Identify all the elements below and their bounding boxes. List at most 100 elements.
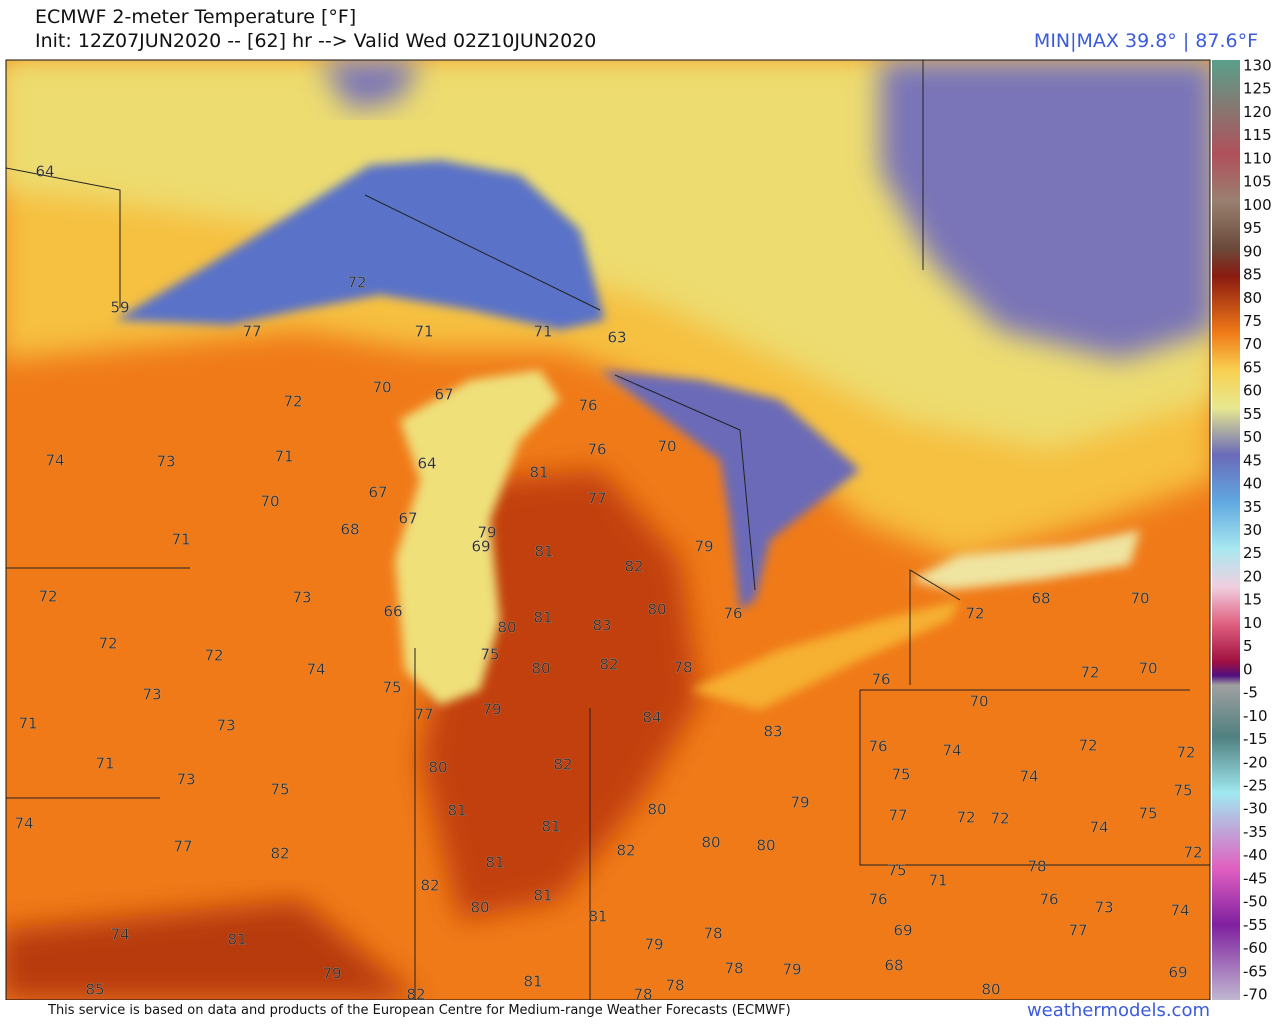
title: ECMWF 2-meter Temperature [°F] [35, 6, 357, 28]
station-value: 80 [531, 660, 550, 678]
station-value: 72 [283, 393, 302, 411]
station-value: 82 [420, 877, 439, 895]
colorbar-label: 30 [1243, 521, 1262, 539]
station-value: 75 [480, 646, 499, 664]
colorbar-label: 65 [1243, 358, 1262, 376]
station-value: 78 [673, 659, 692, 677]
station-value: 82 [599, 656, 618, 674]
colorbar-label: -5 [1243, 684, 1258, 702]
station-value: 73 [176, 771, 195, 789]
station-value: 72 [1080, 664, 1099, 682]
station-value: 77 [888, 807, 907, 825]
colorbar-label: 0 [1243, 660, 1253, 678]
colorbar-label: 130 [1243, 57, 1272, 75]
station-value: 67 [368, 484, 387, 502]
station-value: 71 [414, 323, 433, 341]
station-value: 71 [533, 323, 552, 341]
station-value: 76 [868, 738, 887, 756]
station-value: 80 [701, 834, 720, 852]
station-value: 73 [1094, 899, 1113, 917]
colorbar-label: 115 [1243, 126, 1272, 144]
station-value: 72 [1078, 737, 1097, 755]
min-max: MIN|MAX 39.8° | 87.6°F [1033, 30, 1258, 52]
station-value: 72 [38, 588, 57, 606]
station-value: 75 [1173, 782, 1192, 800]
subtitle: Init: 12Z07JUN2020 -- [62] hr --> Valid … [35, 30, 597, 52]
colorbar-label: 15 [1243, 591, 1262, 609]
colorbar [1212, 60, 1240, 1000]
station-value: 74 [1019, 768, 1038, 786]
colorbar-label: 90 [1243, 242, 1262, 260]
station-value: 76 [578, 397, 597, 415]
colorbar-label: 40 [1243, 475, 1262, 493]
station-value: 80 [470, 899, 489, 917]
colorbar-label: -50 [1243, 893, 1268, 911]
colorbar-label: -40 [1243, 846, 1268, 864]
colorbar-label: 100 [1243, 196, 1272, 214]
station-value: 77 [173, 838, 192, 856]
map: 1301251201151101051009590858075706560555… [5, 57, 1272, 1001]
station-value: 82 [616, 842, 635, 860]
station-value: 82 [624, 558, 643, 576]
station-value: 79 [322, 965, 341, 983]
station-value: 71 [171, 531, 190, 549]
station-value: 81 [485, 854, 504, 872]
station-value: 70 [1138, 660, 1157, 678]
station-value: 82 [270, 845, 289, 863]
colorbar-label: 70 [1243, 335, 1262, 353]
station-value: 80 [647, 601, 666, 619]
station-value: 80 [981, 981, 1000, 999]
station-value: 75 [887, 862, 906, 880]
station-value: 79 [782, 961, 801, 979]
colorbar-label: 10 [1243, 614, 1262, 632]
colorbar-label: 5 [1243, 637, 1253, 655]
station-value: 74 [306, 661, 325, 679]
colorbar-label: -60 [1243, 939, 1268, 957]
station-value: 75 [891, 766, 910, 784]
colorbar-label: -65 [1243, 962, 1268, 980]
colorbar-label: 85 [1243, 266, 1262, 284]
station-value: 71 [18, 715, 37, 733]
station-value: 72 [965, 605, 984, 623]
colorbar-label: 45 [1243, 451, 1262, 469]
station-value: 66 [383, 603, 402, 621]
station-value: 76 [723, 605, 742, 623]
station-value: 64 [35, 163, 54, 181]
station-value: 72 [347, 274, 366, 292]
station-value: 75 [382, 679, 401, 697]
colorbar-label: 60 [1243, 382, 1262, 400]
station-value: 78 [724, 960, 743, 978]
station-value: 69 [1168, 964, 1187, 982]
colorbar-label: -20 [1243, 753, 1268, 771]
station-value: 79 [477, 524, 496, 542]
station-value: 81 [533, 887, 552, 905]
temperature-field [6, 60, 1210, 1000]
station-value: 69 [893, 922, 912, 940]
station-value: 81 [541, 818, 560, 836]
station-value: 74 [110, 926, 129, 944]
station-value: 81 [529, 464, 548, 482]
colorbar-label: -45 [1243, 869, 1268, 887]
station-value: 79 [790, 794, 809, 812]
station-value: 73 [142, 686, 161, 704]
colorbar-label: -70 [1243, 986, 1268, 1001]
station-value: 67 [398, 510, 417, 528]
station-value: 79 [644, 936, 663, 954]
station-value: 81 [534, 543, 553, 561]
station-value: 80 [756, 837, 775, 855]
station-value: 74 [942, 742, 961, 760]
colorbar-label: 120 [1243, 103, 1272, 121]
station-value: 75 [270, 781, 289, 799]
station-value: 74 [45, 452, 64, 470]
station-value: 70 [260, 493, 279, 511]
station-value: 77 [414, 706, 433, 724]
station-value: 78 [633, 986, 652, 1001]
colorbar-label: 25 [1243, 544, 1262, 562]
station-value: 81 [447, 802, 466, 820]
station-value: 83 [763, 723, 782, 741]
station-value: 72 [98, 635, 117, 653]
station-value: 68 [884, 957, 903, 975]
colorbar-label: 75 [1243, 312, 1262, 330]
station-value: 78 [1027, 858, 1046, 876]
station-value: 71 [928, 872, 947, 890]
